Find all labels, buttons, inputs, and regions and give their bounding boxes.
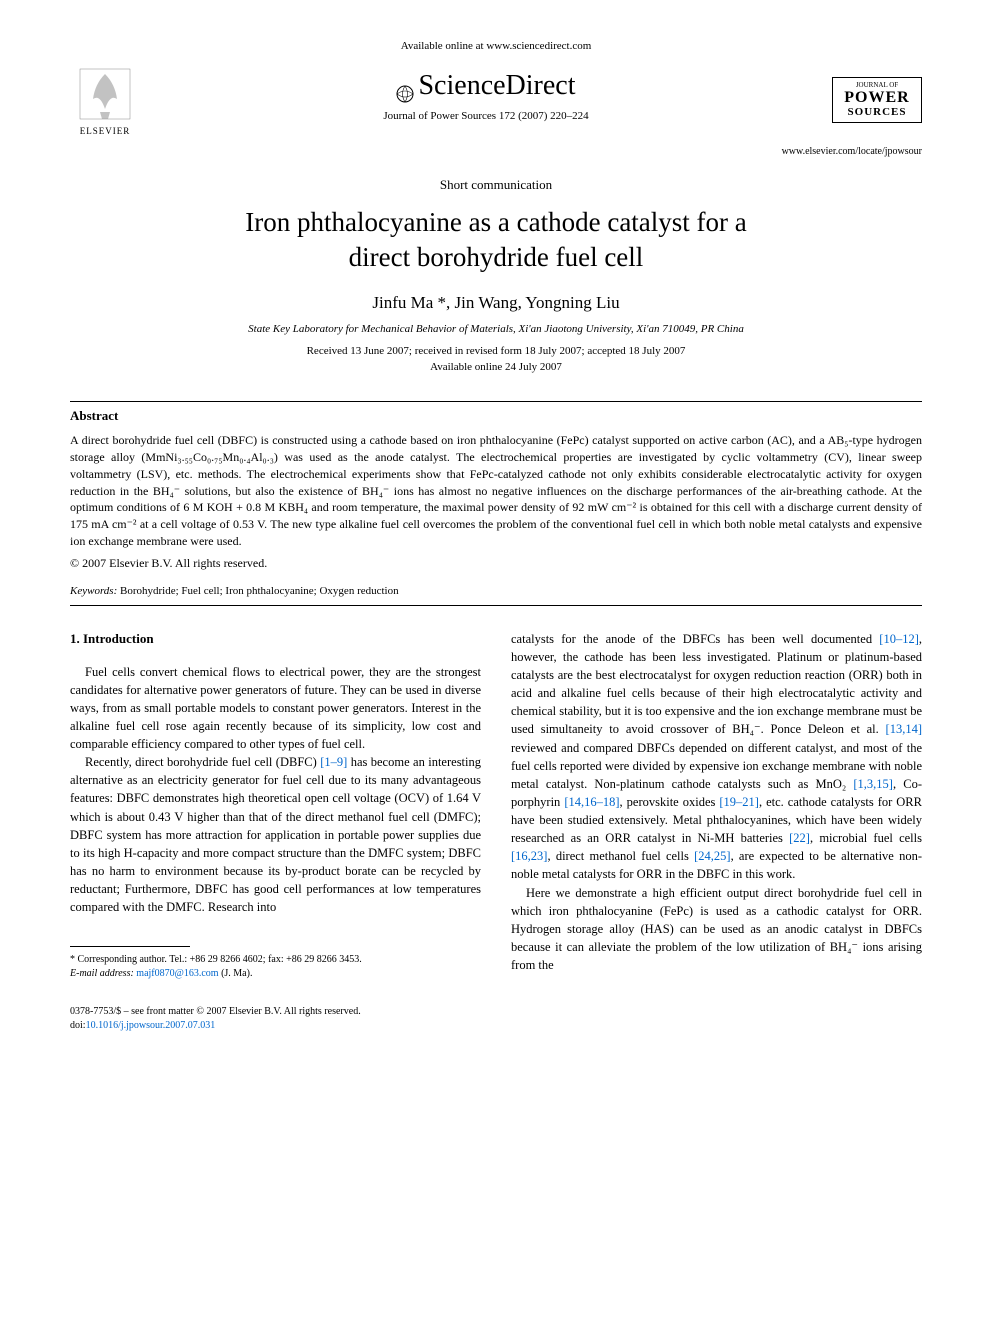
p2-text-b: has become an interesting alternative as… [70,755,481,914]
elsevier-tree-icon [75,64,135,124]
ref-link[interactable]: [24,25] [694,849,730,863]
footer-front-matter: 0378-7753/$ – see front matter © 2007 El… [70,1005,922,1019]
keywords-text: Borohydride; Fuel cell; Iron phthalocyan… [117,585,398,597]
page-footer: 0378-7753/$ – see front matter © 2007 El… [70,1005,922,1033]
abstract-body: A direct borohydride fuel cell (DBFC) is… [70,432,922,550]
footer-doi: doi:10.1016/j.jpowsour.2007.07.031 [70,1019,922,1033]
body-columns: 1. Introduction Fuel cells convert chemi… [70,630,922,982]
left-column: 1. Introduction Fuel cells convert chemi… [70,630,481,982]
article-title: Iron phthalocyanine as a cathode catalys… [70,205,922,275]
elsevier-label: ELSEVIER [80,126,131,136]
p3-h: , direct methanol fuel cells [547,849,694,863]
ref-link[interactable]: [14,16–18] [564,795,619,809]
ref-link[interactable]: [22] [789,831,810,845]
ref-link[interactable]: [16,23] [511,849,547,863]
sciencedirect-logo: ScienceDirect [140,70,832,102]
available-online-date: Available online 24 July 2007 [70,361,922,373]
footnote-corresponding: * Corresponding author. Tel.: +86 29 826… [70,953,481,967]
sciencedirect-orb-icon [396,79,414,97]
header-row: ELSEVIER ScienceDirect Journal of Power … [70,60,922,140]
ref-link[interactable]: [1,3,15] [853,777,893,791]
intro-p2: Recently, direct borohydride fuel cell (… [70,753,481,916]
journal-logo-power: POWER [837,90,917,106]
rule-top [70,401,922,402]
email-link[interactable]: majf0870@163.com [134,968,219,979]
keywords: Keywords: Borohydride; Fuel cell; Iron p… [70,585,922,597]
intro-p1: Fuel cells convert chemical flows to ele… [70,663,481,754]
p3-b: , however, the cathode has been less inv… [511,632,922,737]
ref-link[interactable]: [10–12] [879,632,919,646]
right-column: catalysts for the anode of the DBFCs has… [511,630,922,982]
elsevier-logo: ELSEVIER [70,60,140,140]
intro-heading: 1. Introduction [70,630,481,649]
ref-link[interactable]: [13,14] [886,722,922,736]
doi-link[interactable]: 10.1016/j.jpowsour.2007.07.031 [86,1020,216,1031]
abstract-heading: Abstract [70,408,922,424]
ref-link[interactable]: [19–21] [719,795,759,809]
journal-url[interactable]: www.elsevier.com/locate/jpowsour [70,146,922,157]
available-online-text: Available online at www.sciencedirect.co… [70,40,922,52]
title-line1: Iron phthalocyanine as a cathode catalys… [245,207,747,237]
keywords-label: Keywords: [70,585,117,597]
p3-e: , perovskite oxides [620,795,720,809]
title-line2: direct borohydride fuel cell [349,242,644,272]
intro-p3: catalysts for the anode of the DBFCs has… [511,630,922,884]
journal-citation: Journal of Power Sources 172 (2007) 220–… [140,110,832,122]
email-suffix: (J. Ma). [219,968,253,979]
footnote-email: E-mail address: majf0870@163.com (J. Ma)… [70,967,481,981]
affiliation: State Key Laboratory for Mechanical Beha… [70,323,922,335]
email-label: E-mail address: [70,968,134,979]
abstract-copyright: © 2007 Elsevier B.V. All rights reserved… [70,556,922,571]
article-type: Short communication [70,177,922,193]
p3-a: catalysts for the anode of the DBFCs has… [511,632,879,646]
sciencedirect-label: ScienceDirect [418,70,575,101]
journal-logo-sources: SOURCES [837,106,917,118]
journal-logo: JOURNAL OF POWER SOURCES [832,77,922,123]
p3-g: , microbial fuel cells [810,831,922,845]
footnote-rule [70,946,190,947]
doi-prefix: doi: [70,1020,86,1031]
rule-bottom [70,605,922,606]
p2-text-a: Recently, direct borohydride fuel cell (… [85,755,320,769]
intro-p4: Here we demonstrate a high efficient out… [511,884,922,975]
article-dates: Received 13 June 2007; received in revis… [70,345,922,357]
sciencedirect-block: ScienceDirect Journal of Power Sources 1… [140,70,832,130]
ref-link[interactable]: [1–9] [320,755,347,769]
authors: Jinfu Ma *, Jin Wang, Yongning Liu [70,293,922,313]
